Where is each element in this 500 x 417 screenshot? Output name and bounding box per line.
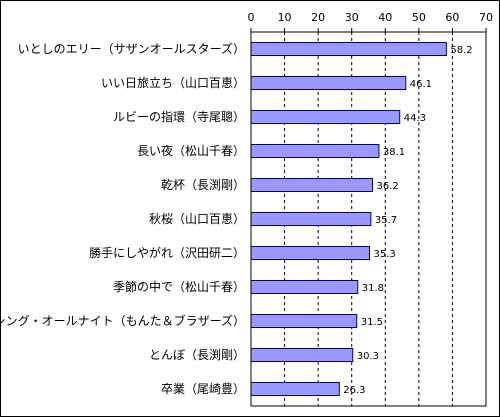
- x-tick-label: 0: [248, 11, 255, 24]
- category-label: 卒業（尾崎豊）: [161, 382, 245, 396]
- bar: [250, 314, 358, 328]
- bar: [250, 280, 359, 294]
- data-label: 31.8: [362, 283, 384, 294]
- x-tick-label: 20: [311, 11, 325, 24]
- category-label: とんぼ（長渕剛）: [149, 348, 245, 362]
- data-label: 30.3: [357, 351, 379, 362]
- x-axis-ticks: 0 10 20 30 40 50 60 70: [248, 11, 493, 32]
- x-tick-label: 40: [378, 11, 392, 24]
- category-label: ダンシング・オールナイト（もんた＆ブラザーズ）: [1, 313, 245, 328]
- bar: [250, 178, 374, 192]
- bar: [250, 110, 401, 124]
- bars: [250, 42, 447, 396]
- data-label: 35.7: [375, 215, 397, 226]
- data-label: 31.5: [361, 317, 383, 328]
- x-tick-label: 60: [445, 11, 459, 24]
- x-tick-label: 10: [278, 11, 292, 24]
- data-label: 58.2: [450, 45, 472, 56]
- category-label: 秋桜（山口百恵）: [149, 212, 245, 226]
- data-label: 44.3: [404, 113, 426, 124]
- data-label: 26.3: [343, 385, 365, 396]
- category-label: 季節の中で（松山千春）: [113, 279, 245, 294]
- bar: [250, 76, 407, 90]
- category-labels: いとしのエリー（サザンオールスターズ） いい日旅立ち（山口百恵） ルビーの指環（寺尾…: [1, 41, 245, 396]
- category-label: 長い夜（松山千春）: [137, 143, 245, 158]
- bar: [250, 144, 380, 158]
- x-tick-label: 50: [412, 11, 426, 24]
- bar: [250, 348, 354, 362]
- category-label: 勝手にしやがれ（沢田研二）: [89, 245, 245, 260]
- category-label: 乾杯（長渕剛）: [161, 178, 245, 192]
- axes: [250, 31, 487, 407]
- x-tick-label: 30: [345, 11, 359, 24]
- data-label: 38.1: [383, 147, 405, 158]
- plot-area-border: [250, 31, 487, 407]
- bar: [250, 212, 372, 226]
- value-labels: 58.2 46.1 44.3 38.1 36.2 35.7 35.3 31.8 31.5 30.3…: [343, 45, 472, 396]
- x-tick-label: 70: [479, 11, 493, 24]
- category-label: ルビーの指環（寺尾聰）: [113, 109, 245, 124]
- bar: [250, 42, 447, 56]
- bar: [250, 382, 340, 396]
- bar: [250, 246, 371, 260]
- data-label: 36.2: [377, 181, 399, 192]
- data-label: 35.3: [374, 249, 396, 260]
- category-label: いとしのエリー（サザンオールスターズ）: [18, 41, 245, 56]
- category-label: いい日旅立ち（山口百恵）: [101, 75, 245, 90]
- data-label: 46.1: [410, 79, 432, 90]
